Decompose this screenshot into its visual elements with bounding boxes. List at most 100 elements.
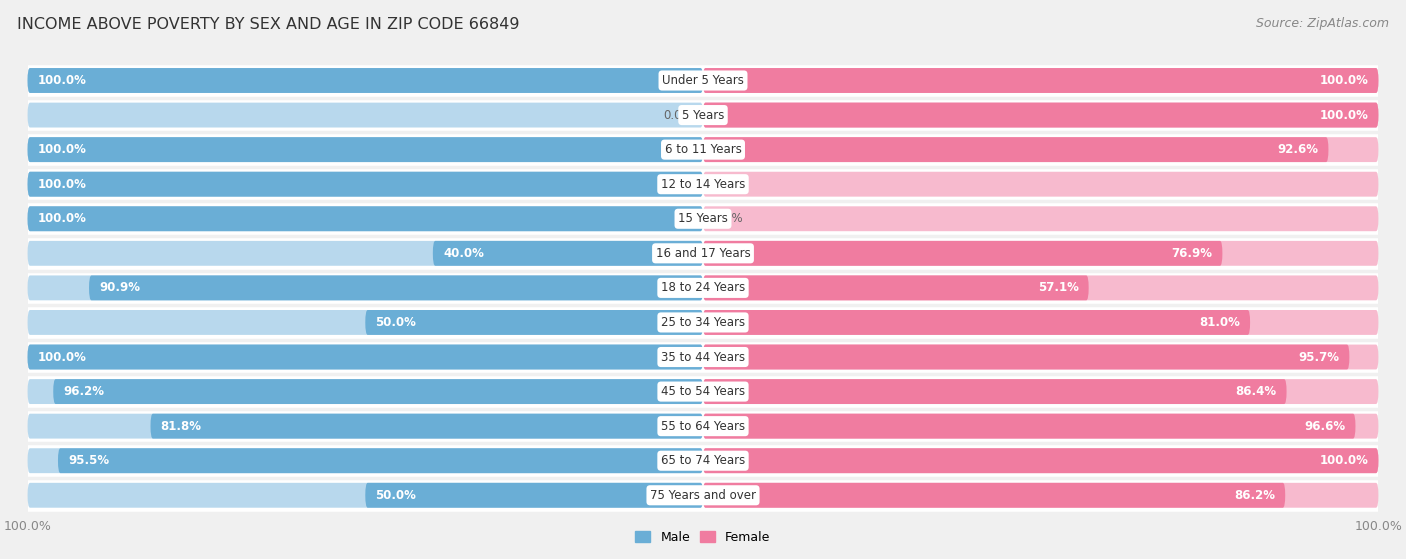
FancyBboxPatch shape xyxy=(703,68,1378,93)
FancyBboxPatch shape xyxy=(703,483,1378,508)
Text: Under 5 Years: Under 5 Years xyxy=(662,74,744,87)
FancyBboxPatch shape xyxy=(28,276,703,300)
FancyBboxPatch shape xyxy=(703,310,1250,335)
FancyBboxPatch shape xyxy=(703,276,1378,300)
FancyBboxPatch shape xyxy=(89,276,703,300)
Text: 100.0%: 100.0% xyxy=(1319,454,1368,467)
Text: 100.0%: 100.0% xyxy=(38,143,87,156)
FancyBboxPatch shape xyxy=(703,137,1378,162)
FancyBboxPatch shape xyxy=(28,103,703,127)
FancyBboxPatch shape xyxy=(703,414,1378,439)
Text: INCOME ABOVE POVERTY BY SEX AND AGE IN ZIP CODE 66849: INCOME ABOVE POVERTY BY SEX AND AGE IN Z… xyxy=(17,17,519,32)
FancyBboxPatch shape xyxy=(366,483,703,508)
FancyBboxPatch shape xyxy=(703,241,1222,266)
Bar xyxy=(28,443,1378,478)
Text: 95.5%: 95.5% xyxy=(67,454,110,467)
Bar xyxy=(28,63,1378,98)
Text: 76.9%: 76.9% xyxy=(1171,247,1212,260)
Text: 75 Years and over: 75 Years and over xyxy=(650,489,756,502)
Text: 96.2%: 96.2% xyxy=(63,385,104,398)
FancyBboxPatch shape xyxy=(433,241,703,266)
Text: 92.6%: 92.6% xyxy=(1277,143,1319,156)
Text: 100.0%: 100.0% xyxy=(38,178,87,191)
FancyBboxPatch shape xyxy=(703,276,1088,300)
Text: 96.6%: 96.6% xyxy=(1305,420,1346,433)
Text: Source: ZipAtlas.com: Source: ZipAtlas.com xyxy=(1256,17,1389,30)
Text: 100.0%: 100.0% xyxy=(38,74,87,87)
FancyBboxPatch shape xyxy=(28,172,703,197)
Text: 16 and 17 Years: 16 and 17 Years xyxy=(655,247,751,260)
FancyBboxPatch shape xyxy=(28,344,703,369)
Text: 86.4%: 86.4% xyxy=(1236,385,1277,398)
FancyBboxPatch shape xyxy=(150,414,703,439)
FancyBboxPatch shape xyxy=(366,310,703,335)
FancyBboxPatch shape xyxy=(703,448,1378,473)
FancyBboxPatch shape xyxy=(28,68,703,93)
FancyBboxPatch shape xyxy=(28,241,703,266)
FancyBboxPatch shape xyxy=(28,68,703,93)
FancyBboxPatch shape xyxy=(703,206,1378,231)
FancyBboxPatch shape xyxy=(28,137,703,162)
FancyBboxPatch shape xyxy=(703,172,1378,197)
Text: 65 to 74 Years: 65 to 74 Years xyxy=(661,454,745,467)
FancyBboxPatch shape xyxy=(703,310,1378,335)
Bar xyxy=(28,132,1378,167)
FancyBboxPatch shape xyxy=(703,68,1378,93)
Bar xyxy=(28,236,1378,271)
Text: 0.0%: 0.0% xyxy=(713,178,742,191)
FancyBboxPatch shape xyxy=(703,483,1285,508)
Text: 100.0%: 100.0% xyxy=(1319,108,1368,121)
Text: 100.0%: 100.0% xyxy=(1319,74,1368,87)
FancyBboxPatch shape xyxy=(28,379,703,404)
FancyBboxPatch shape xyxy=(58,448,703,473)
FancyBboxPatch shape xyxy=(28,206,703,231)
Text: 81.8%: 81.8% xyxy=(160,420,201,433)
Bar xyxy=(28,478,1378,513)
Text: 18 to 24 Years: 18 to 24 Years xyxy=(661,281,745,295)
FancyBboxPatch shape xyxy=(703,448,1378,473)
Text: 57.1%: 57.1% xyxy=(1038,281,1078,295)
FancyBboxPatch shape xyxy=(28,172,703,197)
FancyBboxPatch shape xyxy=(28,310,703,335)
Bar xyxy=(28,167,1378,201)
FancyBboxPatch shape xyxy=(703,241,1378,266)
FancyBboxPatch shape xyxy=(703,344,1378,369)
Text: 0.0%: 0.0% xyxy=(713,212,742,225)
Bar xyxy=(28,409,1378,443)
Text: 25 to 34 Years: 25 to 34 Years xyxy=(661,316,745,329)
FancyBboxPatch shape xyxy=(703,344,1350,369)
FancyBboxPatch shape xyxy=(703,137,1329,162)
Text: 12 to 14 Years: 12 to 14 Years xyxy=(661,178,745,191)
Text: 100.0%: 100.0% xyxy=(38,212,87,225)
FancyBboxPatch shape xyxy=(28,483,703,508)
FancyBboxPatch shape xyxy=(28,206,703,231)
Bar xyxy=(28,98,1378,132)
Text: 15 Years: 15 Years xyxy=(678,212,728,225)
Text: 100.0%: 100.0% xyxy=(38,350,87,363)
FancyBboxPatch shape xyxy=(703,379,1378,404)
FancyBboxPatch shape xyxy=(703,414,1355,439)
FancyBboxPatch shape xyxy=(28,344,703,369)
Text: 81.0%: 81.0% xyxy=(1199,316,1240,329)
Text: 50.0%: 50.0% xyxy=(375,316,416,329)
Legend: Male, Female: Male, Female xyxy=(630,526,776,549)
Text: 5 Years: 5 Years xyxy=(682,108,724,121)
Text: 95.7%: 95.7% xyxy=(1298,350,1340,363)
FancyBboxPatch shape xyxy=(28,137,703,162)
Text: 35 to 44 Years: 35 to 44 Years xyxy=(661,350,745,363)
Text: 0.0%: 0.0% xyxy=(664,108,693,121)
Text: 86.2%: 86.2% xyxy=(1234,489,1275,502)
Bar xyxy=(28,271,1378,305)
Bar xyxy=(28,305,1378,340)
FancyBboxPatch shape xyxy=(53,379,703,404)
Text: 40.0%: 40.0% xyxy=(443,247,484,260)
Text: 50.0%: 50.0% xyxy=(375,489,416,502)
Bar xyxy=(28,340,1378,375)
Text: 55 to 64 Years: 55 to 64 Years xyxy=(661,420,745,433)
FancyBboxPatch shape xyxy=(703,379,1286,404)
Bar xyxy=(28,201,1378,236)
Text: 6 to 11 Years: 6 to 11 Years xyxy=(665,143,741,156)
Text: 90.9%: 90.9% xyxy=(100,281,141,295)
FancyBboxPatch shape xyxy=(28,414,703,439)
FancyBboxPatch shape xyxy=(703,103,1378,127)
